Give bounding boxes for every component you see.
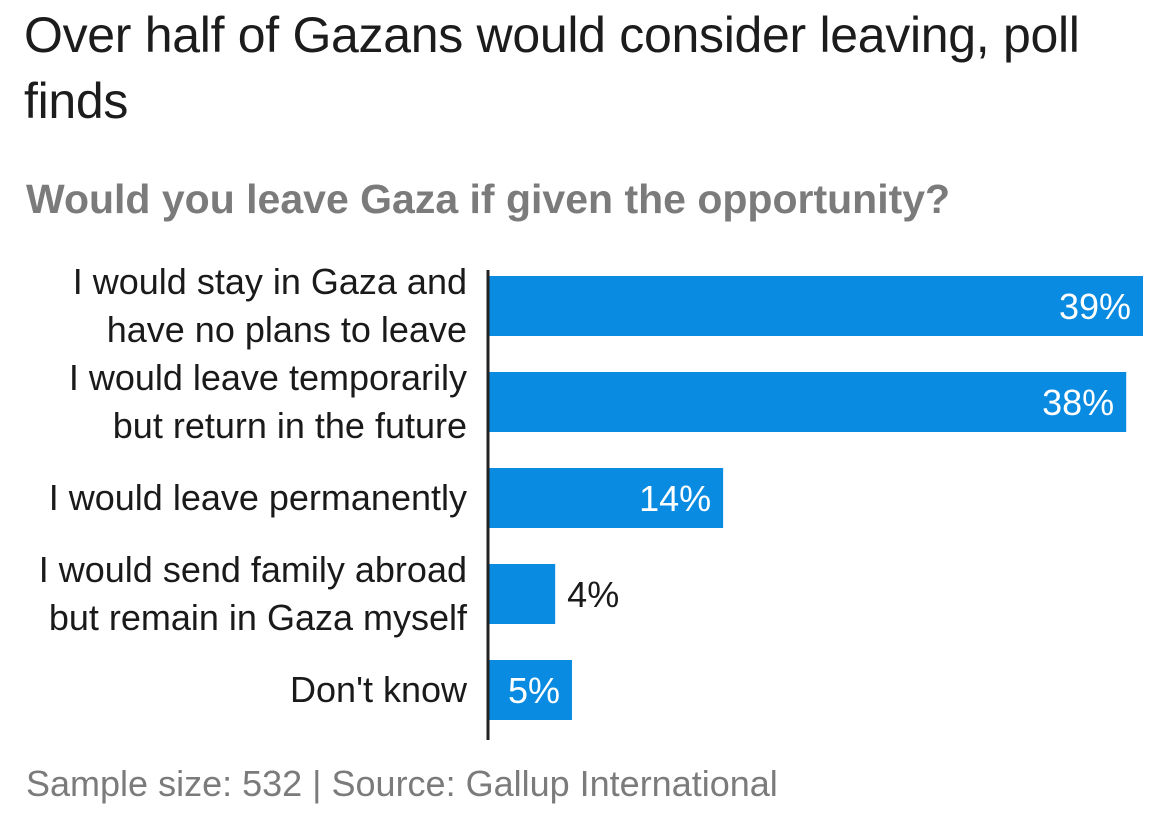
- value-label-3: 14%: [639, 478, 711, 519]
- bars: [488, 276, 1143, 720]
- bar-1: [488, 276, 1143, 336]
- category-label-i-would-stay-in-gaza-and-have-no-plans-to-leave: I would stay in Gaza and have no plans to…: [73, 261, 467, 350]
- category-label-line: Don't know: [290, 669, 468, 710]
- category-label-i-would-leave-permanently: I would leave permanently: [49, 477, 467, 518]
- value-label-2: 38%: [1042, 382, 1114, 423]
- category-label-i-would-send-family-abroad-but-remain-in-gaza-myself: I would send family abroad but remain in …: [39, 549, 468, 638]
- bar-2: [488, 372, 1127, 432]
- category-label-line: but remain in Gaza myself: [49, 597, 468, 638]
- bar-5: [488, 660, 572, 720]
- bar-4: [488, 564, 556, 624]
- chart-title: Over half of Gazans would consider leavi…: [24, 7, 1080, 129]
- category-label-don-t-know: Don't know: [290, 669, 468, 710]
- value-labels: 39% 38% 14% 4% 5%: [508, 286, 1131, 711]
- value-label-4: 4%: [567, 574, 619, 615]
- category-label-line: have no plans to leave: [107, 309, 467, 350]
- category-label-line: I would send family abroad: [39, 549, 467, 590]
- category-label-i-would-leave-temporarily-but-return-in-the-future: I would leave temporarily but return in t…: [69, 357, 467, 446]
- category-label-line: but return in the future: [113, 405, 467, 446]
- category-label-line: I would leave temporarily: [69, 357, 467, 398]
- value-label-5: 5%: [508, 670, 560, 711]
- chart-subtitle: Would you leave Gaza if given the opport…: [26, 176, 951, 222]
- category-label-line: I would leave permanently: [49, 477, 467, 518]
- source-note: Sample size: 532 | Source: Gallup Intern…: [26, 763, 778, 804]
- value-label-1: 39%: [1059, 286, 1131, 327]
- category-label-line: I would stay in Gaza and: [73, 261, 467, 302]
- bar-3: [488, 468, 724, 528]
- category-labels: I would stay in Gaza and have no plans to…: [39, 261, 468, 710]
